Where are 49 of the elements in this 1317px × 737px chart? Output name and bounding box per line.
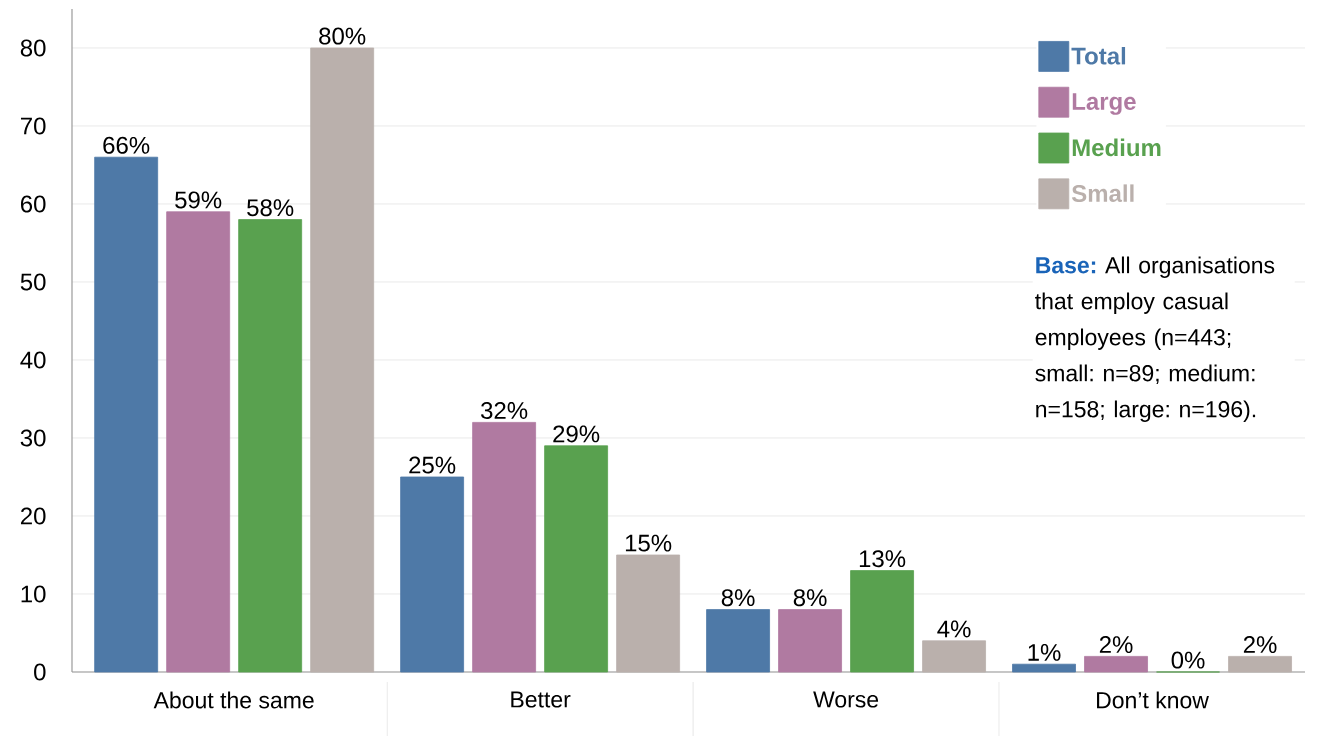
bar bbox=[1228, 656, 1292, 673]
data-label: 4% bbox=[937, 620, 971, 638]
y-tick-label: 40 bbox=[20, 351, 46, 369]
y-tick-label: 20 bbox=[20, 507, 46, 525]
data-label: 8% bbox=[721, 589, 755, 607]
bar bbox=[850, 570, 914, 673]
bar bbox=[922, 640, 986, 673]
y-tick-label: 60 bbox=[21, 195, 46, 213]
legend-label: Small bbox=[1071, 184, 1134, 203]
x-tick-label: About the same bbox=[153, 691, 314, 709]
bar bbox=[616, 554, 681, 673]
data-label: 32% bbox=[481, 402, 528, 420]
data-label: 15% bbox=[625, 534, 672, 552]
data-label: 59% bbox=[175, 191, 222, 209]
bar bbox=[1012, 664, 1076, 673]
data-label: 66% bbox=[103, 137, 150, 155]
bar bbox=[400, 476, 465, 673]
data-label: 2% bbox=[1099, 636, 1133, 654]
bar bbox=[310, 47, 375, 673]
data-label: 58% bbox=[247, 199, 294, 217]
bar bbox=[706, 609, 770, 673]
x-tick-label: Don’t know bbox=[1097, 691, 1209, 709]
bar bbox=[238, 219, 303, 673]
y-tick-label: 10 bbox=[21, 585, 46, 603]
y-tick-label: 50 bbox=[20, 273, 46, 291]
annotation: Base: All organisations that employ casual employees (n=443; small: n=89; medium: n=158; large: n=196). bbox=[1035, 256, 1275, 423]
x-tick-label: Better bbox=[511, 691, 571, 708]
bar bbox=[166, 211, 231, 673]
data-label: 8% bbox=[793, 589, 827, 607]
legend-label: Large bbox=[1072, 93, 1136, 116]
legend-label: Total bbox=[1071, 47, 1126, 65]
data-label: 25% bbox=[409, 456, 456, 474]
bar bbox=[778, 609, 842, 673]
data-label: 29% bbox=[553, 425, 600, 443]
x-tick-label: Worse bbox=[813, 691, 879, 708]
bar bbox=[544, 445, 609, 673]
data-label: 2% bbox=[1243, 636, 1277, 654]
data-label: 1% bbox=[1028, 644, 1061, 662]
legend-label: Medium bbox=[1072, 138, 1161, 157]
bar bbox=[94, 157, 159, 673]
bar bbox=[1084, 656, 1148, 673]
data-label: 13% bbox=[859, 550, 906, 568]
data-label: 80% bbox=[319, 27, 366, 45]
bar bbox=[472, 422, 537, 673]
data-label: 0% bbox=[1171, 651, 1205, 669]
y-tick-label: 70 bbox=[21, 117, 46, 135]
y-tick-label: 30 bbox=[20, 429, 46, 447]
y-tick-label: 0 bbox=[34, 663, 46, 681]
y-tick-label: 80 bbox=[20, 39, 46, 57]
